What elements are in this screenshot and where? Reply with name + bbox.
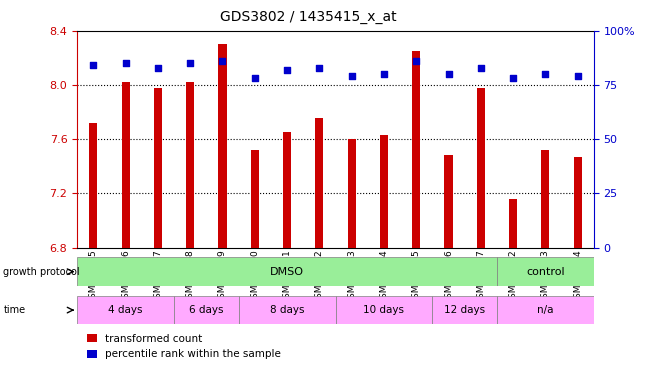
- Bar: [77, 257, 497, 286]
- Bar: [336, 296, 432, 324]
- Bar: [154, 88, 162, 248]
- Bar: [477, 88, 485, 248]
- Point: [378, 71, 389, 77]
- Point: [88, 62, 99, 68]
- Bar: [574, 157, 582, 248]
- Text: 8 days: 8 days: [270, 305, 305, 315]
- Text: 12 days: 12 days: [444, 305, 485, 315]
- Bar: [380, 135, 388, 248]
- Bar: [541, 150, 550, 248]
- Text: 6 days: 6 days: [189, 305, 223, 315]
- Point: [152, 65, 163, 71]
- Bar: [186, 82, 194, 248]
- Legend: transformed count, percentile rank within the sample: transformed count, percentile rank withi…: [83, 330, 285, 363]
- Text: GDS3802 / 1435415_x_at: GDS3802 / 1435415_x_at: [220, 10, 397, 23]
- Point: [250, 75, 260, 81]
- Bar: [497, 296, 594, 324]
- Bar: [219, 44, 227, 248]
- Bar: [121, 82, 130, 248]
- Bar: [174, 296, 239, 324]
- Bar: [89, 123, 97, 248]
- Bar: [432, 296, 497, 324]
- Point: [282, 67, 293, 73]
- Point: [508, 75, 519, 81]
- Text: time: time: [3, 305, 25, 315]
- Text: 10 days: 10 days: [364, 305, 405, 315]
- Bar: [348, 139, 356, 248]
- Text: growth protocol: growth protocol: [3, 266, 80, 277]
- Text: control: control: [526, 266, 565, 277]
- Point: [120, 60, 131, 66]
- Point: [185, 60, 195, 66]
- Text: n/a: n/a: [537, 305, 554, 315]
- Point: [572, 73, 583, 79]
- Bar: [239, 296, 336, 324]
- Bar: [444, 156, 452, 248]
- Bar: [412, 51, 420, 248]
- Point: [314, 65, 325, 71]
- Text: 4 days: 4 days: [108, 305, 143, 315]
- Bar: [497, 257, 594, 286]
- Point: [411, 58, 421, 64]
- Point: [346, 73, 357, 79]
- Bar: [315, 118, 323, 248]
- Bar: [77, 296, 174, 324]
- Bar: [283, 132, 291, 248]
- Bar: [509, 199, 517, 248]
- Point: [540, 71, 551, 77]
- Bar: [251, 150, 259, 248]
- Point: [217, 58, 228, 64]
- Text: DMSO: DMSO: [270, 266, 304, 277]
- Point: [443, 71, 454, 77]
- Point: [476, 65, 486, 71]
